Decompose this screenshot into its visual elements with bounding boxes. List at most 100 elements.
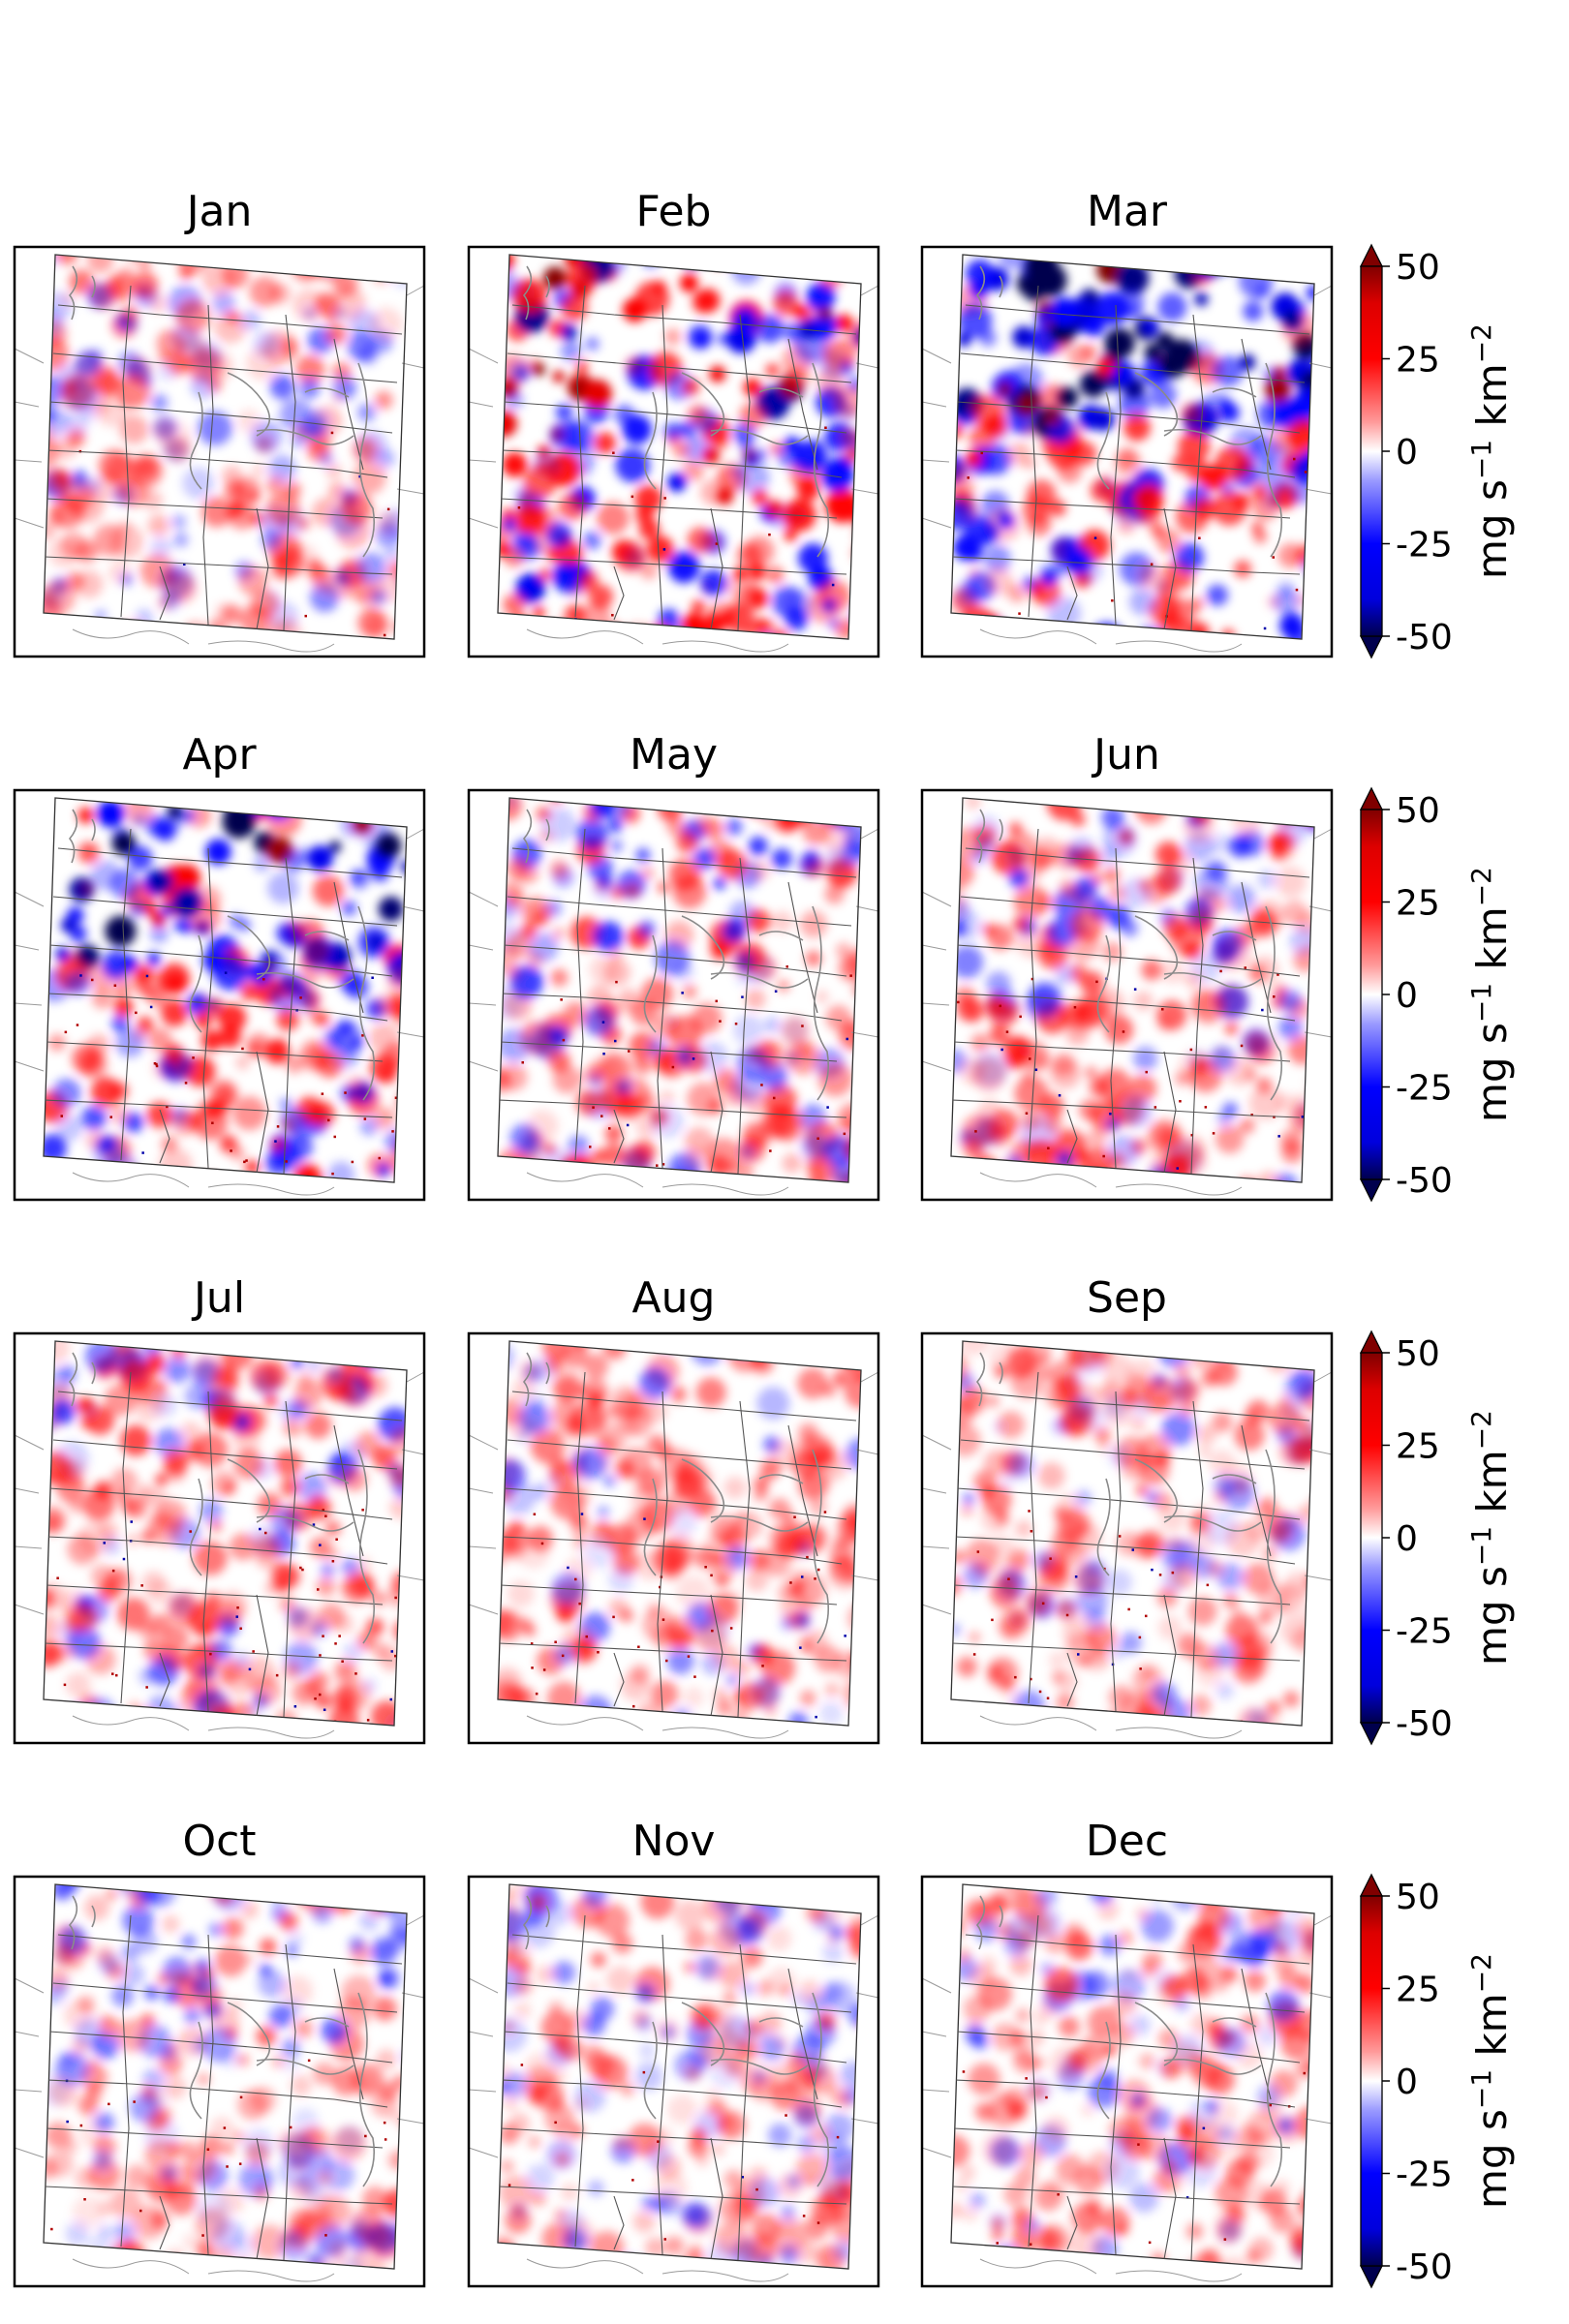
heatmap-speckle (1047, 1147, 1050, 1149)
heatmap-cell (1254, 1171, 1284, 1182)
heatmap-cell (1256, 2024, 1279, 2047)
heatmap-cell (46, 1516, 59, 1529)
heatmap-cell (385, 547, 400, 563)
heatmap-cell (1244, 1970, 1267, 1993)
heatmap-cell (1245, 1884, 1263, 1899)
heatmap-cell (798, 543, 828, 573)
heatmap-cell (1184, 458, 1210, 482)
heatmap-speckle (719, 1020, 722, 1023)
heatmap-cell (1079, 1099, 1100, 1121)
heatmap-cell (640, 867, 655, 880)
domain-outline (497, 1340, 862, 1727)
heatmap-cell (684, 255, 700, 269)
heatmap-cell (846, 319, 861, 352)
heatmap-cell (288, 798, 306, 811)
heatmap-cell (220, 2048, 240, 2068)
heatmap-speckle (1244, 966, 1246, 969)
heatmap-cell (1014, 1076, 1049, 1112)
heatmap-speckle (661, 1618, 665, 1621)
heatmap-cell (283, 850, 305, 872)
heatmap-speckle (64, 2263, 67, 2266)
heatmap-cell (1119, 388, 1151, 420)
heatmap-cell (557, 1606, 573, 1624)
heatmap-speckle (122, 1557, 126, 1561)
heatmap-cell (336, 1341, 366, 1363)
heatmap-cell (1138, 563, 1164, 589)
heatmap-speckle (715, 999, 718, 1003)
heatmap-speckle (1031, 977, 1034, 981)
heatmap-cell (178, 264, 194, 280)
heatmap-cell (125, 2164, 149, 2189)
heatmap-cell (391, 2074, 407, 2091)
heatmap-cell (523, 466, 557, 500)
panel-nov: Nov (467, 1817, 880, 2288)
state-boundaries (951, 1352, 1310, 1718)
heatmap-cell (132, 272, 159, 298)
heatmap-cell (1182, 940, 1201, 960)
heatmap-cell (1103, 1395, 1135, 1427)
heatmap-speckle (661, 1172, 664, 1175)
heatmap-cell (580, 1166, 608, 1182)
heatmap-cell (653, 2170, 688, 2205)
heatmap-speckle (262, 978, 265, 981)
heatmap-cell (316, 1576, 336, 1597)
heatmap-cell (231, 2233, 255, 2258)
heatmap-cell (517, 1429, 531, 1444)
panel-apr: Apr (13, 730, 426, 1202)
heatmap-speckle (1007, 1577, 1010, 1580)
heatmap-cell (1152, 1682, 1178, 1707)
heatmap-cell (1032, 2056, 1045, 2068)
heatmap-cell (962, 2205, 979, 2222)
heatmap-cell (135, 608, 154, 627)
heatmap-speckle (289, 2125, 292, 2129)
heatmap-cell (236, 2053, 250, 2066)
heatmap-cell (552, 370, 565, 383)
domain-outline (497, 254, 862, 640)
heatmap-speckle (111, 1672, 114, 1675)
heatmap-cell (1028, 2030, 1045, 2047)
heatmap-cell (371, 1341, 396, 1359)
heatmap-cell (748, 836, 768, 856)
heatmap-cell (754, 1487, 769, 1502)
colorbar-extend-max (1359, 786, 1384, 810)
heatmap-cell (222, 1341, 254, 1370)
heatmap-cell (1158, 1505, 1185, 1532)
heatmap-cell (1257, 1582, 1291, 1617)
heatmap-cell (798, 1979, 821, 2003)
heatmap-cell (740, 2038, 761, 2060)
heatmap-cell (526, 356, 542, 374)
heatmap-cell (815, 990, 829, 1003)
heatmap-cell (679, 2254, 707, 2269)
heatmap-speckle (324, 2234, 327, 2237)
heatmap-cell (504, 546, 524, 567)
heatmap-cell (1175, 1071, 1190, 1086)
heatmap-cell (320, 1563, 335, 1578)
heatmap-speckle (1122, 1030, 1125, 1033)
heatmap-cell (212, 291, 236, 315)
heatmap-cell (220, 1135, 237, 1151)
heatmap-cell (558, 493, 587, 521)
heatmap-speckle (823, 1511, 827, 1514)
heatmap-cell (694, 814, 713, 833)
heatmap-speckle (363, 1117, 367, 1120)
heatmap-cell (93, 369, 121, 396)
heatmap-cell (342, 1466, 367, 1491)
heatmap-cell (687, 1044, 699, 1056)
heatmap-speckle (574, 1577, 577, 1581)
heatmap-cell (676, 831, 698, 853)
heatmap-cell (666, 817, 686, 837)
heatmap-cell (1048, 1651, 1066, 1669)
heatmap-speckle (243, 1160, 246, 1164)
heatmap-speckle (1158, 1574, 1162, 1576)
heatmap-cell (349, 1936, 365, 1953)
heatmap-cell (843, 1676, 861, 1711)
heatmap-cell (163, 1986, 180, 2003)
heatmap-cell (1018, 2141, 1044, 2168)
heatmap-cell (1206, 584, 1228, 606)
heatmap-cell (171, 1055, 198, 1081)
heatmap-cell (517, 627, 549, 639)
heatmap-speckle (103, 1542, 106, 1544)
heatmap-speckle (1277, 1135, 1280, 1138)
heatmap-speckle (826, 1106, 829, 1109)
